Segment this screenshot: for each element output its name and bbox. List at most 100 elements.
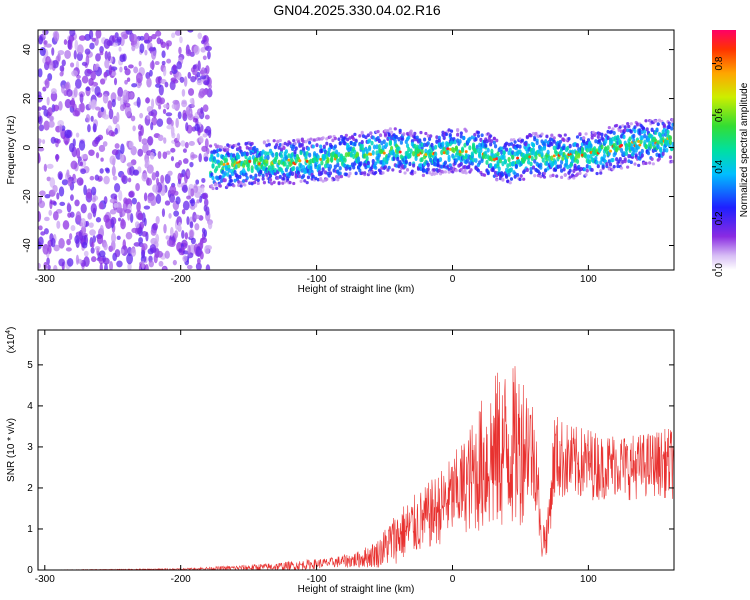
heatmap-cell [38, 152, 41, 164]
heatmap-cell [365, 148, 369, 154]
heatmap-cell [659, 146, 663, 152]
heatmap-cell [219, 178, 224, 183]
heatmap-cell [615, 147, 619, 153]
heatmap-cell [66, 202, 71, 211]
heatmap-cell [492, 140, 496, 145]
heatmap-cell [464, 150, 468, 154]
heatmap-cell [184, 141, 189, 149]
heatmap-cell [94, 86, 101, 97]
heatmap-cell [409, 131, 413, 136]
heatmap-cell [509, 167, 514, 172]
heatmap-cell [130, 146, 137, 156]
heatmap-cell [529, 170, 533, 175]
heatmap-cell [431, 145, 435, 152]
heatmap-cell [492, 157, 496, 161]
heatmap-cell [203, 156, 209, 162]
heatmap-cell [48, 120, 55, 128]
heatmap-cell [79, 93, 84, 104]
heatmap-cell [315, 143, 319, 148]
heatmap-cell [163, 223, 167, 234]
heatmap-cell [237, 180, 241, 184]
heatmap-cell [69, 142, 75, 153]
heatmap-cell [118, 217, 122, 222]
heatmap-cell [38, 211, 42, 222]
heatmap-cell [119, 152, 125, 163]
heatmap-cell [40, 231, 46, 236]
heatmap-cell [258, 162, 262, 166]
heatmap-cell [162, 67, 167, 77]
heatmap-cell [321, 167, 325, 172]
heatmap-cell [189, 229, 194, 239]
heatmap-cell [354, 171, 358, 176]
heatmap-cell [584, 173, 588, 177]
heatmap-cell [635, 122, 640, 126]
heatmap-cell [131, 44, 136, 52]
heatmap-cell [64, 129, 72, 139]
heatmap-cell [596, 134, 600, 139]
heatmap-cell [223, 148, 227, 153]
heatmap-cell [143, 217, 147, 227]
heatmap-cell [216, 148, 220, 153]
heatmap-cell [248, 159, 252, 163]
heatmap-cell [459, 131, 463, 136]
heatmap-cell [98, 144, 106, 153]
heatmap-cell [182, 158, 189, 164]
heatmap-cell [38, 262, 41, 269]
heatmap-cell [80, 225, 87, 235]
heatmap-cell [571, 149, 575, 155]
heatmap-cell [626, 165, 630, 169]
y-tick-label: 4 [27, 401, 33, 412]
heatmap-cell [640, 148, 644, 154]
heatmap-cell [89, 175, 95, 181]
heatmap-cell [563, 133, 567, 137]
heatmap-cell [120, 143, 125, 155]
heatmap-cell [531, 165, 536, 170]
heatmap-cell [601, 137, 605, 142]
heatmap-cell [42, 244, 49, 249]
heatmap-cell [584, 153, 588, 159]
heatmap-cell [522, 177, 526, 181]
heatmap-cell [140, 255, 147, 264]
heatmap-cell [468, 145, 472, 151]
heatmap-cell [442, 151, 446, 155]
heatmap-cell [577, 153, 581, 159]
heatmap-cell [44, 78, 50, 89]
heatmap-cell [504, 141, 509, 146]
heatmap-cell [482, 173, 487, 177]
heatmap-cell [352, 137, 356, 142]
heatmap-cell [363, 153, 367, 159]
heatmap-cell [632, 133, 636, 139]
heatmap-cell [558, 150, 562, 156]
heatmap-cell [88, 222, 94, 228]
heatmap-cell [662, 123, 666, 128]
heatmap-cell [454, 158, 459, 163]
heatmap-cell [163, 137, 167, 144]
snr-scale-exponent: 4 [5, 330, 12, 334]
heatmap-cell [550, 133, 554, 137]
heatmap-cell [166, 42, 170, 50]
heatmap-cell [83, 184, 87, 196]
heatmap-cell [412, 163, 416, 168]
heatmap-cell [328, 164, 333, 169]
heatmap-cell [187, 113, 194, 121]
heatmap-cell [555, 150, 559, 157]
heatmap-cell [153, 112, 157, 119]
heatmap-cell [320, 170, 324, 175]
heatmap-cell [545, 161, 549, 166]
heatmap-cell [166, 124, 173, 130]
heatmap-cell [360, 139, 364, 145]
heatmap-cell [103, 242, 108, 251]
heatmap-cell [512, 160, 516, 167]
heatmap-cell [175, 196, 181, 205]
heatmap-cell [600, 132, 604, 137]
heatmap-cell [103, 214, 110, 223]
heatmap-cell [238, 146, 242, 151]
heatmap-cell [355, 151, 359, 158]
heatmap-cell [644, 119, 648, 123]
heatmap-cell [103, 175, 110, 185]
heatmap-cell [474, 137, 478, 142]
heatmap-cell [556, 164, 560, 170]
heatmap-cell [203, 204, 207, 212]
heatmap-cell [271, 164, 275, 170]
heatmap-cell [246, 162, 251, 169]
